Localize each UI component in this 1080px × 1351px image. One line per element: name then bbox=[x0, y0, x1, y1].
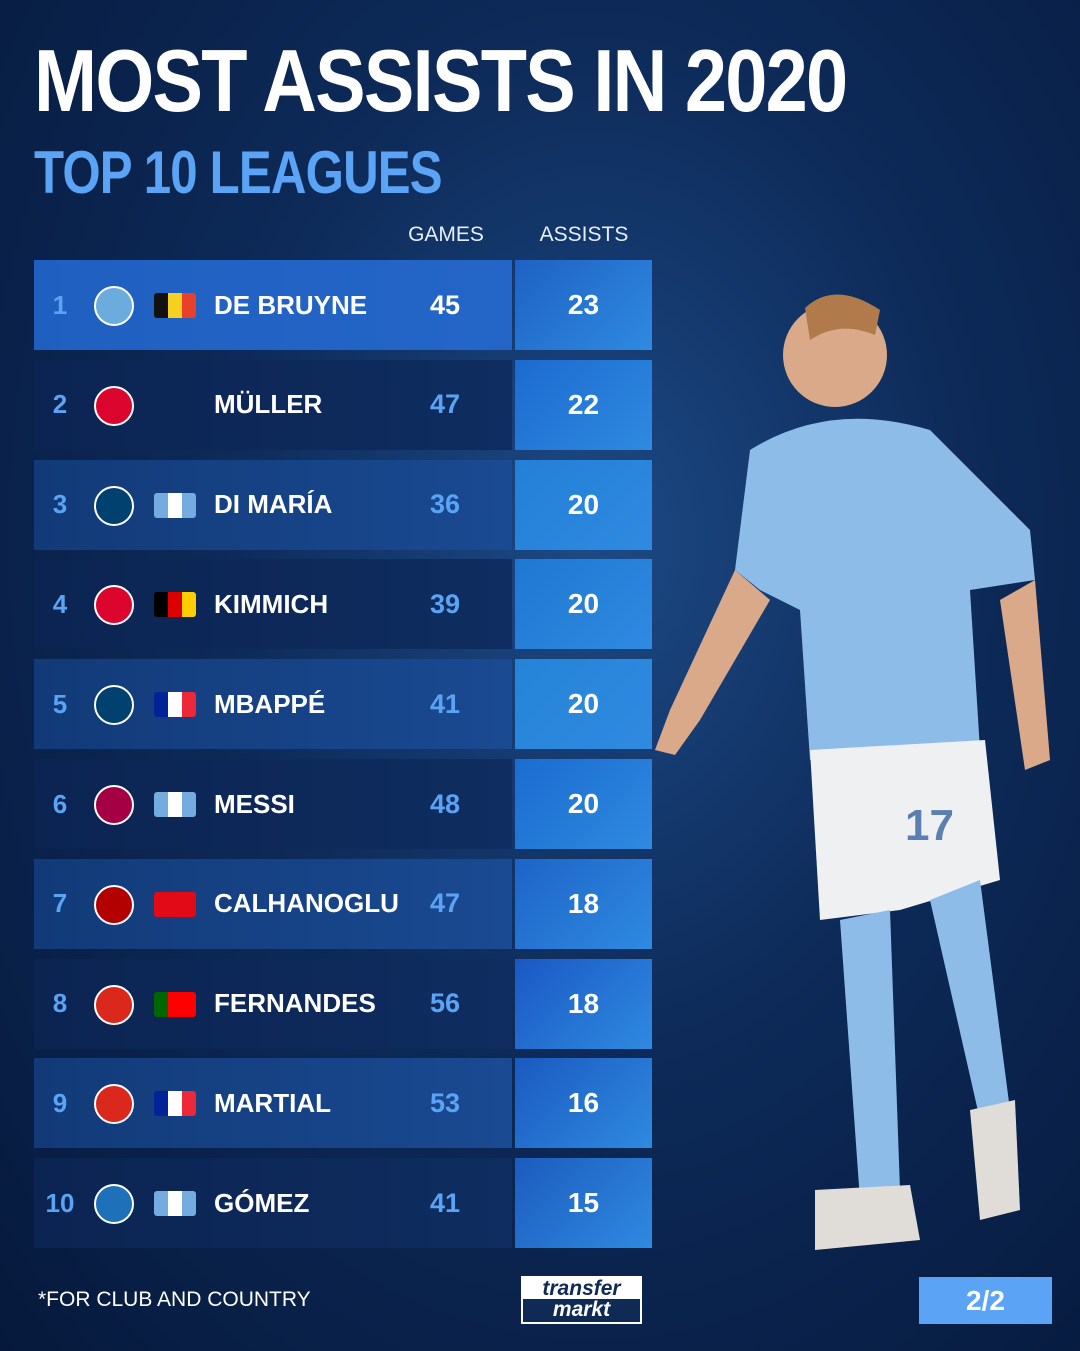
table-row: 4 KIMMICH 39 20 bbox=[34, 559, 652, 650]
row-main: 9 MARTIAL 53 bbox=[34, 1058, 512, 1149]
row-main: 7 CALHANOGLU 47 bbox=[34, 858, 512, 949]
assists-value: 23 bbox=[515, 260, 652, 350]
germany-flag-icon bbox=[154, 592, 196, 618]
table-row: 3 DI MARÍA 36 20 bbox=[34, 459, 652, 550]
manchester-united-crest-icon bbox=[94, 1084, 134, 1125]
table-row: 9 MARTIAL 53 16 bbox=[34, 1058, 652, 1149]
psg-crest-icon bbox=[94, 485, 134, 526]
manchester-united-crest-icon bbox=[94, 984, 134, 1025]
bayern-munich-crest-icon bbox=[94, 385, 134, 426]
assists-value: 20 bbox=[515, 659, 652, 750]
assists-value: 22 bbox=[515, 359, 652, 450]
rank: 1 bbox=[52, 289, 68, 320]
assists-value: 20 bbox=[515, 759, 652, 849]
player-name: CALHANOGLU bbox=[214, 888, 399, 919]
player-image: 17 bbox=[655, 294, 1050, 1250]
player-name: MARTIAL bbox=[214, 1087, 331, 1118]
assists-column-header: ASSISTS bbox=[539, 223, 629, 246]
player-name: MESSI bbox=[214, 788, 295, 819]
games-value: 41 bbox=[429, 688, 461, 719]
assists-value: 20 bbox=[515, 559, 652, 650]
row-main: 1 DE BRUYNE 45 bbox=[34, 260, 512, 350]
france-flag-icon bbox=[154, 692, 196, 718]
rank: 6 bbox=[52, 788, 68, 819]
logo-line-2: markt bbox=[552, 1298, 611, 1321]
table-row: 8 FERNANDES 56 18 bbox=[34, 958, 652, 1049]
row-main: 6 MESSI 48 bbox=[34, 759, 512, 849]
belgium-flag-icon bbox=[154, 293, 196, 318]
player-name: DE BRUYNE bbox=[214, 289, 368, 320]
psg-crest-icon bbox=[94, 685, 134, 726]
turkey-flag-icon bbox=[154, 891, 196, 917]
games-value: 39 bbox=[429, 588, 461, 619]
assists-value: 15 bbox=[515, 1158, 652, 1249]
argentina-flag-icon bbox=[154, 792, 196, 817]
rank: 4 bbox=[52, 588, 68, 619]
games-value: 47 bbox=[429, 888, 461, 919]
rank: 8 bbox=[52, 988, 68, 1019]
row-main: 2 MÜLLER 47 bbox=[34, 359, 512, 450]
row-main: 10 GÓMEZ 41 bbox=[34, 1158, 512, 1249]
table-row: 2 MÜLLER 47 22 bbox=[34, 359, 652, 450]
player-name: DI MARÍA bbox=[214, 489, 333, 520]
player-name: FERNANDES bbox=[214, 988, 376, 1019]
page-subtitle: TOP 10 LEAGUES bbox=[34, 139, 443, 206]
ac-milan-crest-icon bbox=[94, 884, 134, 925]
table-row: 7 CALHANOGLU 47 18 bbox=[34, 858, 652, 949]
row-main: 8 FERNANDES 56 bbox=[34, 958, 512, 1049]
games-value: 41 bbox=[429, 1187, 461, 1218]
logo-line-1: transfer bbox=[523, 1278, 640, 1299]
table-row: 1 DE BRUYNE 45 23 bbox=[34, 260, 652, 350]
games-value: 47 bbox=[429, 389, 461, 420]
argentina-flag-icon bbox=[154, 492, 196, 518]
france-flag-icon bbox=[154, 1091, 196, 1117]
page-title: MOST ASSISTS IN 2020 bbox=[34, 31, 848, 130]
games-value: 36 bbox=[429, 489, 461, 520]
assists-value: 18 bbox=[515, 958, 652, 1049]
atalanta-crest-icon bbox=[94, 1184, 134, 1225]
games-value: 53 bbox=[429, 1087, 461, 1118]
player-name: MÜLLER bbox=[214, 389, 323, 420]
manchester-city-crest-icon bbox=[94, 286, 134, 326]
portugal-flag-icon bbox=[154, 991, 196, 1017]
row-main: 3 DI MARÍA 36 bbox=[34, 459, 512, 550]
barcelona-crest-icon bbox=[94, 785, 134, 825]
transfermarkt-logo: transfer markt bbox=[521, 1276, 642, 1324]
player-name: GÓMEZ bbox=[214, 1187, 310, 1218]
player-name: KIMMICH bbox=[214, 588, 329, 619]
assists-value: 18 bbox=[515, 858, 652, 949]
row-main: 4 KIMMICH 39 bbox=[34, 559, 512, 650]
table-row: 10 GÓMEZ 41 15 bbox=[34, 1158, 652, 1249]
argentina-flag-icon bbox=[154, 1191, 196, 1217]
games-value: 45 bbox=[429, 289, 461, 320]
rank: 10 bbox=[45, 1187, 75, 1218]
footnote: *FOR CLUB AND COUNTRY bbox=[38, 1288, 311, 1311]
table-row: 6 MESSI 48 20 bbox=[34, 759, 652, 849]
page-indicator: 2/2 bbox=[919, 1277, 1052, 1324]
rank: 3 bbox=[52, 489, 68, 520]
table-row: 5 MBAPPÉ 41 20 bbox=[34, 659, 652, 750]
rank: 9 bbox=[52, 1087, 68, 1118]
rank: 2 bbox=[52, 389, 68, 420]
games-value: 48 bbox=[429, 788, 461, 819]
bayern-munich-crest-icon bbox=[94, 585, 134, 626]
player-name: MBAPPÉ bbox=[214, 688, 326, 719]
rank: 5 bbox=[52, 688, 68, 719]
games-value: 56 bbox=[429, 988, 461, 1019]
games-column-header: GAMES bbox=[408, 223, 484, 246]
assists-value: 20 bbox=[515, 459, 652, 550]
row-main: 5 MBAPPÉ 41 bbox=[34, 659, 512, 750]
assists-value: 16 bbox=[515, 1058, 652, 1149]
rank: 7 bbox=[52, 888, 68, 919]
shirt-number: 17 bbox=[905, 801, 954, 850]
